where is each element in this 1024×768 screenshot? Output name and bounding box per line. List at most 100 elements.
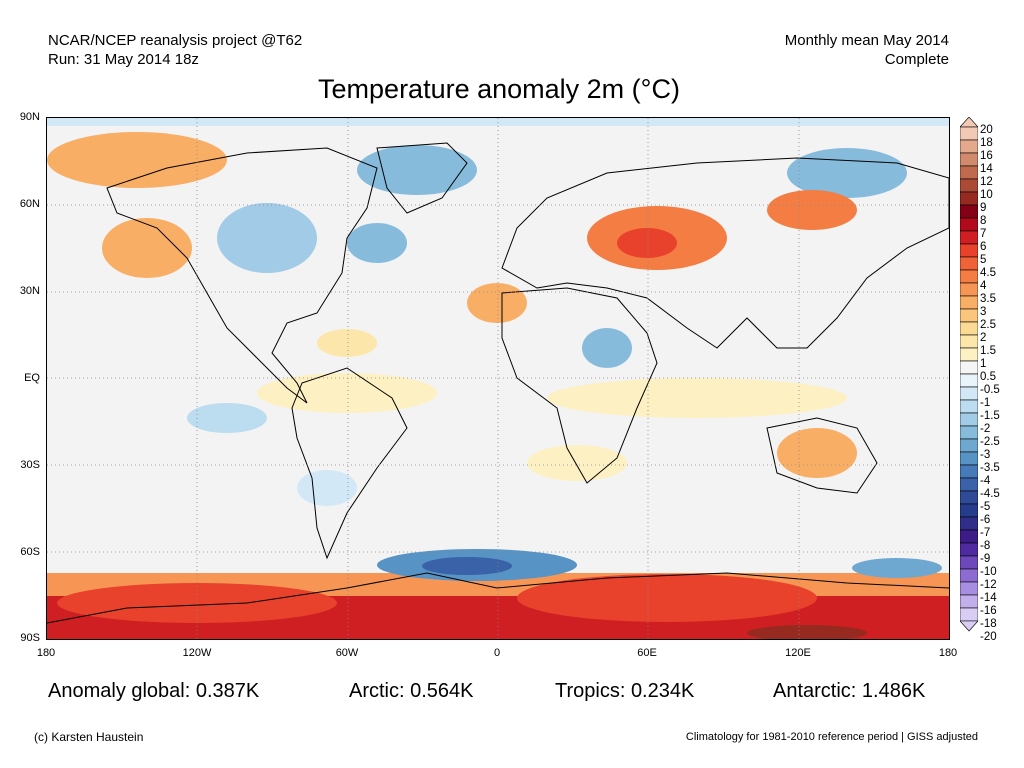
coastlines [47,142,949,624]
colorbar-swatch [960,594,978,609]
colorbar-label: 4 [980,280,987,292]
period-label: Monthly mean May 2014 [784,32,949,49]
lat-label-60s: 60S [20,546,40,558]
status-label: Complete [884,51,949,68]
colorbar-label: -7 [980,527,991,539]
run-label: Run: 31 May 2014 18z [48,51,199,68]
lat-label-90s: 90S [20,632,40,644]
colorbar-swatch [960,256,978,271]
australia-warm [777,428,857,478]
anomaly-field [47,118,949,639]
colorbar-swatch [960,568,978,583]
colorbar-label: -4.5 [980,488,1000,500]
lat-label-30s: 30S [20,459,40,471]
colorbar-swatch [960,269,978,284]
lat-label-eq: EQ [24,372,40,384]
colorbar-label: -0.5 [980,384,1000,396]
colorbar-label: -1.5 [980,410,1000,422]
colorbar-label: 2.5 [980,319,996,331]
colorbar-swatch [960,295,978,310]
alaska-warm [102,218,192,278]
map-title: Temperature anomaly 2m (°C) [318,74,680,104]
colorbar-swatch [960,139,978,154]
colorbar-swatch [960,191,978,206]
anomaly-map[interactable] [46,117,950,640]
colorbar-swatch [960,282,978,297]
stat-antarctic: Antarctic: 1.486K [773,680,926,702]
colorbar-swatch [960,529,978,544]
colorbar-swatch [960,360,978,375]
colorbar-swatch [960,555,978,570]
colorbar-label: 1 [980,358,987,370]
colorbar-label: -14 [980,592,997,604]
colorbar-label: 5 [980,254,987,266]
colorbar-label: -9 [980,553,991,565]
stat-global: Anomaly global: 0.387K [48,680,260,702]
map-canvas [47,118,949,639]
climatology-note: Climatology for 1981-2010 reference peri… [685,731,978,743]
colorbar-label: -2.5 [980,436,1000,448]
lon-label-180e: 180 [938,647,958,659]
model-label: NCAR/NCEP reanalysis project @T62 [48,32,303,49]
lon-label-60w: 60W [335,647,359,659]
colorbar-label: -10 [980,566,997,578]
colorbar-swatch [960,477,978,492]
colorbar-label: 0.5 [980,371,996,383]
lat-label-90n: 90N [19,111,40,123]
colorbar-label: 14 [980,163,993,175]
colorbar-swatch [960,399,978,414]
header-right: Monthly mean May 2014 Complete [785,31,949,69]
colorbar-swatch [960,165,978,180]
colorbar-swatch [960,178,978,193]
colorbar-swatch [960,243,978,258]
header-left: NCAR/NCEP reanalysis project @T62 Run: 3… [48,31,302,69]
colorbar-label: 12 [980,176,993,188]
colorbar-swatch [960,347,978,362]
colorbar-swatch [960,204,978,219]
colorbar-label: 3 [980,306,987,318]
colorbar-swatch [960,386,978,401]
colorbar-swatch [960,425,978,440]
colorbar-label: -16 [980,605,997,617]
canada-cold [217,203,317,273]
colorbar-swatch [960,607,978,622]
colorbar-label: 3.5 [980,293,996,305]
colorbar-label: 16 [980,150,993,162]
colorbar-label: -18 [980,618,997,630]
colorbar-swatch [960,581,978,596]
colorbar-label: 18 [980,137,993,149]
colorbar-swatch [960,542,978,557]
colorbar-swatch [960,373,978,388]
colorbar-swatch [960,152,978,167]
colorbar-swatch [960,516,978,531]
colorbar-label: -6 [980,514,991,526]
colorbar-label: 10 [980,189,993,201]
colorbar-swatches [960,117,978,632]
colorbar-label: -1 [980,397,991,409]
colorbar-upper-arrow [960,117,978,128]
colorbar-swatch [960,464,978,479]
colorbar-swatch [960,308,978,323]
lat-label-60n: 60N [19,198,40,210]
lat-label-30n: 30N [19,285,40,297]
colorbar-label: 2 [980,332,987,344]
lon-label-0: 0 [493,647,501,659]
arctic-warm-west [47,132,227,188]
colorbar-label: -4 [980,475,991,487]
colorbar-swatch [960,230,978,245]
colorbar-label: 20 [980,124,993,136]
colorbar-label: 4.5 [980,267,996,279]
copyright: (c) Karsten Haustein [34,730,144,744]
colorbar-lower-arrow [960,620,978,632]
stat-arctic: Arctic: 0.564K [349,680,474,702]
stat-tropics: Tropics: 0.234K [555,680,695,702]
graticule [47,118,949,639]
colorbar-label: -3.5 [980,462,1000,474]
colorbar-swatch [960,126,978,141]
lon-label-120w: 120W [182,647,212,659]
colorbar-label: 6 [980,241,987,253]
colorbar-label: -20 [980,631,997,643]
colorbar-swatch [960,503,978,518]
lon-label-120e: 120E [785,647,811,659]
colorbar-label: 7 [980,228,987,240]
